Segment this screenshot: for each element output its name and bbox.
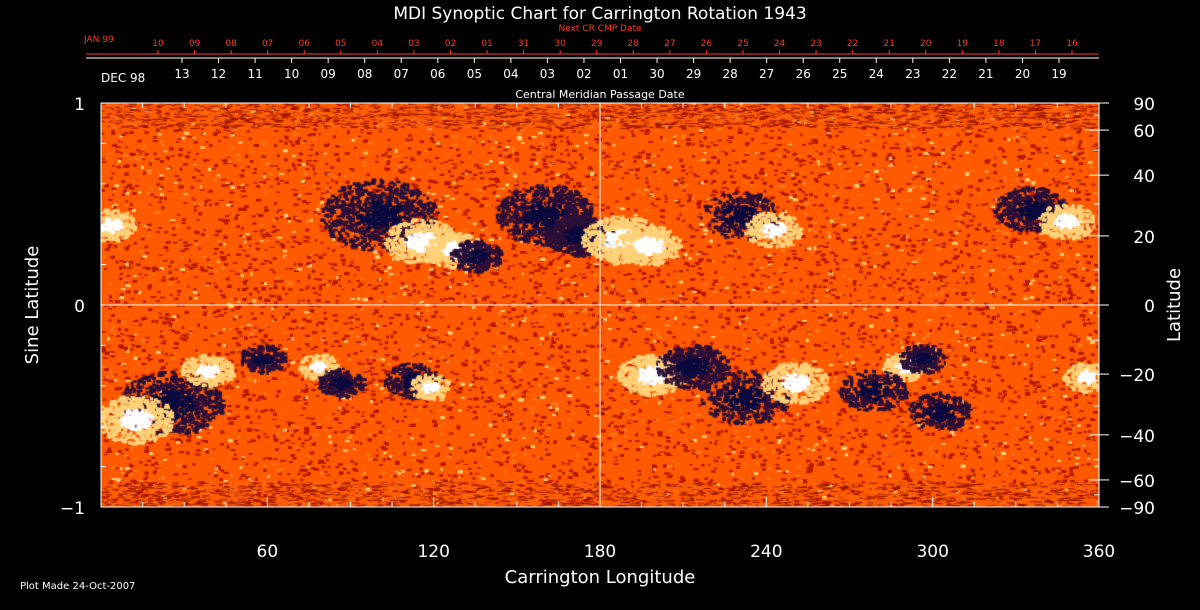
red-date-tick-label: 10 — [152, 39, 164, 49]
x-tick-label: 60 — [257, 542, 279, 562]
y-right-tick-label: 0 — [1144, 297, 1155, 317]
white-date-tick-label: 11 — [247, 67, 262, 81]
x-axis-label: Carrington Longitude — [505, 567, 696, 588]
red-date-tick-label: 27 — [664, 39, 675, 49]
red-date-tick-label: 03 — [408, 39, 419, 49]
white-date-tick-label: 02 — [576, 67, 591, 81]
white-date-tick-label: 26 — [796, 67, 811, 81]
red-date-tick-label: 02 — [445, 39, 456, 49]
x-tick-label: 360 — [1083, 542, 1115, 562]
red-date-tick-label: 08 — [225, 39, 237, 49]
white-date-tick-label: 03 — [540, 67, 555, 81]
white-date-tick-label: 04 — [503, 67, 518, 81]
white-date-tick-label: 25 — [832, 67, 847, 81]
red-date-tick-label: 30 — [554, 39, 566, 49]
y-right-tick-label: −90 — [1119, 499, 1155, 519]
plot-made-footer: Plot Made 24-Oct-2007 — [20, 581, 135, 592]
red-date-tick-label: 22 — [847, 39, 858, 49]
red-date-tick-label: 21 — [883, 39, 894, 49]
red-date-tick-label: 23 — [810, 39, 821, 49]
y-left-tick-label: 1 — [74, 95, 85, 115]
white-date-tick-label: 20 — [1015, 67, 1030, 81]
white-date-tick-label: 13 — [174, 67, 189, 81]
white-date-tick-label: 12 — [211, 67, 226, 81]
white-date-tick-label: 28 — [722, 67, 737, 81]
white-date-tick-label: 07 — [394, 67, 409, 81]
red-date-tick-label: 25 — [737, 39, 748, 49]
white-axis-title: Central Meridian Passage Date — [515, 88, 684, 101]
red-date-tick-label: 09 — [189, 39, 201, 49]
y-right-tick-label: 20 — [1133, 228, 1155, 248]
x-tick-label: 240 — [750, 542, 782, 562]
red-axis-title: Next CR CMP Date — [558, 24, 642, 34]
red-date-tick-label: 31 — [518, 39, 529, 49]
y-right-tick-label: −60 — [1119, 472, 1155, 492]
white-date-tick-label: 30 — [649, 67, 664, 81]
red-date-tick-label: 26 — [701, 39, 713, 49]
x-tick-label: 120 — [417, 542, 449, 562]
white-date-tick-label: 29 — [686, 67, 701, 81]
white-date-tick-label: 09 — [321, 67, 336, 81]
y-left-tick-label: −1 — [60, 499, 85, 519]
red-date-tick-label: 06 — [299, 39, 311, 49]
x-tick-label: 180 — [584, 542, 616, 562]
x-tick-label: 300 — [916, 542, 948, 562]
red-date-tick-label: 04 — [372, 39, 384, 49]
red-date-tick-label: 16 — [1066, 39, 1078, 49]
red-date-tick-label: 20 — [920, 39, 932, 49]
y-right-axis-label: Latitude — [1164, 268, 1185, 342]
chart-title: MDI Synoptic Chart for Carrington Rotati… — [393, 4, 806, 24]
red-date-tick-label: 19 — [957, 39, 969, 49]
y-right-tick-label: −40 — [1119, 427, 1155, 447]
y-left-axis-label: Sine Latitude — [22, 246, 43, 365]
y-right-tick-label: 90 — [1133, 95, 1155, 115]
white-date-tick-label: 19 — [1051, 67, 1066, 81]
white-date-tick-label: 08 — [357, 67, 372, 81]
red-date-tick-label: 28 — [628, 39, 640, 49]
red-date-tick-label: 24 — [774, 39, 786, 49]
white-axis-month-label: DEC 98 — [101, 71, 145, 85]
red-date-tick-label: 18 — [993, 39, 1005, 49]
white-date-tick-label: 06 — [430, 67, 445, 81]
red-date-tick-label: 01 — [481, 39, 492, 49]
y-right-tick-label: 60 — [1133, 122, 1155, 142]
white-date-tick-label: 10 — [284, 67, 299, 81]
red-date-tick-label: 05 — [335, 39, 346, 49]
red-date-tick-label: 07 — [262, 39, 273, 49]
white-date-tick-label: 27 — [759, 67, 774, 81]
white-date-tick-label: 23 — [905, 67, 920, 81]
white-date-tick-label: 01 — [613, 67, 628, 81]
y-right-tick-label: 40 — [1133, 167, 1155, 187]
white-date-tick-label: 21 — [978, 67, 993, 81]
red-date-tick-label: 17 — [1030, 39, 1041, 49]
y-left-tick-label: 0 — [74, 297, 85, 317]
red-axis-month-label: JAN 99 — [83, 35, 114, 45]
red-date-tick-label: 29 — [591, 39, 603, 49]
white-date-tick-label: 22 — [942, 67, 957, 81]
y-right-tick-label: −20 — [1119, 366, 1155, 386]
white-date-tick-label: 05 — [467, 67, 482, 81]
white-date-tick-label: 24 — [869, 67, 884, 81]
